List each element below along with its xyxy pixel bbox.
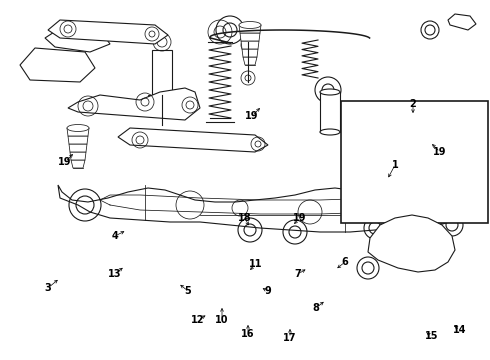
Text: 11: 11 — [249, 259, 263, 269]
Bar — [152, 50, 172, 95]
Polygon shape — [58, 185, 465, 232]
Polygon shape — [68, 88, 200, 120]
Ellipse shape — [320, 89, 340, 95]
Polygon shape — [67, 128, 89, 136]
Polygon shape — [68, 136, 88, 144]
Polygon shape — [240, 33, 260, 41]
Text: 8: 8 — [313, 303, 319, 313]
Text: 18: 18 — [238, 213, 252, 223]
Polygon shape — [48, 20, 168, 44]
Text: 19: 19 — [58, 157, 72, 167]
Text: 15: 15 — [425, 331, 439, 341]
Polygon shape — [118, 128, 268, 152]
Polygon shape — [71, 160, 85, 168]
Text: 12: 12 — [191, 315, 205, 325]
Bar — [341, 101, 488, 223]
Text: 6: 6 — [342, 257, 348, 267]
Ellipse shape — [67, 125, 89, 131]
Polygon shape — [70, 152, 86, 160]
Text: 3: 3 — [45, 283, 51, 293]
Text: 5: 5 — [185, 286, 192, 296]
Polygon shape — [241, 41, 259, 49]
Ellipse shape — [320, 129, 340, 135]
Text: 16: 16 — [241, 329, 255, 339]
Text: 19: 19 — [293, 213, 307, 223]
Polygon shape — [45, 25, 110, 52]
Bar — [320, 92, 340, 132]
Polygon shape — [242, 49, 258, 57]
Polygon shape — [243, 57, 257, 65]
Text: 19: 19 — [433, 147, 447, 157]
Polygon shape — [368, 215, 455, 272]
Ellipse shape — [239, 22, 261, 28]
Text: 10: 10 — [215, 315, 229, 325]
Text: 19: 19 — [245, 111, 259, 121]
Bar — [148, 95, 176, 103]
Polygon shape — [239, 25, 261, 33]
Polygon shape — [69, 144, 87, 152]
Polygon shape — [448, 14, 476, 30]
Text: 1: 1 — [392, 160, 398, 170]
Polygon shape — [20, 48, 95, 82]
Text: 7: 7 — [294, 269, 301, 279]
Text: 2: 2 — [410, 99, 416, 109]
Text: 14: 14 — [453, 325, 467, 335]
Text: 13: 13 — [108, 269, 122, 279]
Text: 4: 4 — [112, 231, 119, 241]
Text: 17: 17 — [283, 333, 297, 343]
Text: 9: 9 — [265, 286, 271, 296]
